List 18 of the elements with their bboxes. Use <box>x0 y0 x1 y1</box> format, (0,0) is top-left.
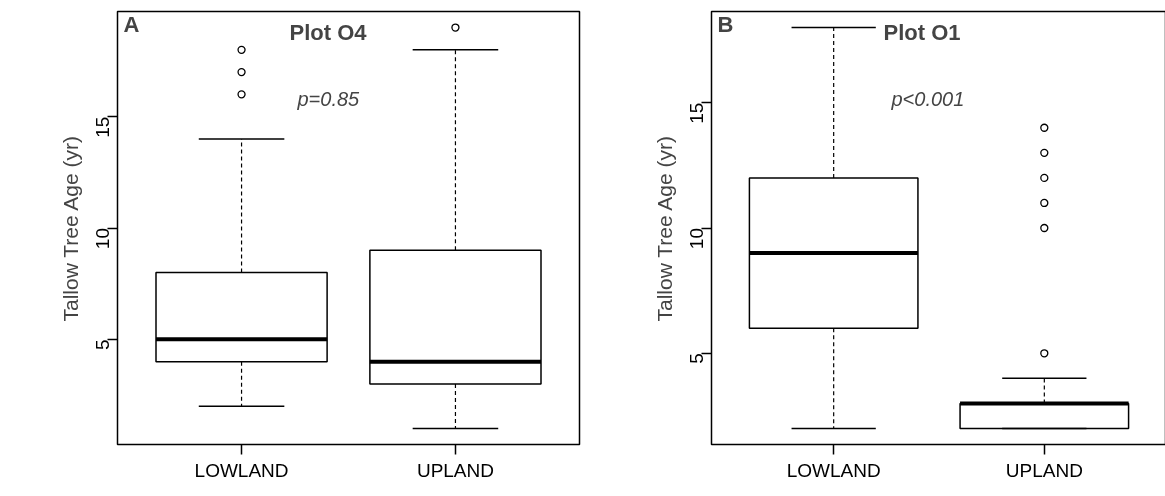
y-tick-label: 15 <box>92 116 113 138</box>
chart-title: Plot O4 <box>289 19 368 45</box>
y-axis-title: Tallow Tree Age (yr) <box>652 135 676 322</box>
y-tick-label: 10 <box>92 227 113 250</box>
annotation: p=0.85 <box>296 87 361 110</box>
x-tick-label: LOWLAND <box>194 459 289 481</box>
y-tick-label: 15 <box>686 102 707 124</box>
y-axis-title: Tallow Tree Age (yr) <box>58 135 82 322</box>
annotation: p<0.001 <box>890 87 965 110</box>
x-tick-label: LOWLAND <box>786 459 881 481</box>
y-tick-label: 10 <box>686 227 707 250</box>
chart-title: Plot O1 <box>883 19 961 45</box>
annotation: A <box>123 11 140 37</box>
y-tick-label: 5 <box>686 353 707 364</box>
y-tick-label: 5 <box>92 339 113 350</box>
x-tick-label: UPLAND <box>416 459 494 481</box>
x-tick-label: UPLAND <box>1005 459 1083 481</box>
annotation: B <box>717 11 734 37</box>
